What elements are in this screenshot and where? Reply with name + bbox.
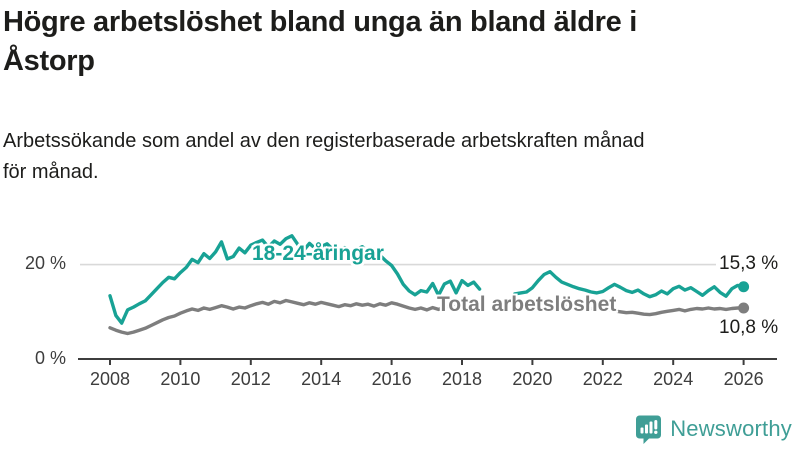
y-axis-tick-label-0: 0 % <box>34 348 66 368</box>
x-axis-tick-label-2016: 2016 <box>371 369 412 389</box>
page-title: Högre arbetslöshet bland unga än bland ä… <box>3 3 797 81</box>
end-value-label-total: 10,8 % <box>716 317 782 339</box>
x-axis-tick-label-2020: 2020 <box>512 369 553 389</box>
x-axis-tick-label-2012: 2012 <box>230 369 271 389</box>
y-axis-tick-label-20: 20 % <box>24 253 66 273</box>
chart-subtitle: Arbetssökande som andel av den registerb… <box>3 126 797 188</box>
x-axis-tick-label-2014: 2014 <box>301 369 342 389</box>
series-line-0 <box>108 234 746 325</box>
chart-subtitle-line-1: Arbetssökande som andel av den registerb… <box>3 130 645 152</box>
series-label-youth: 18-24-åringar <box>252 242 384 265</box>
x-axis-tick-label-2024: 2024 <box>653 369 694 389</box>
newsworthy-bubble-chart-icon <box>636 415 662 444</box>
series-end-dot-1 <box>738 302 750 314</box>
x-axis-tick-label-2022: 2022 <box>582 369 623 389</box>
newsworthy-wordmark: Newsworthy <box>670 416 792 441</box>
end-value-label-youth: 15,3 % <box>716 253 782 275</box>
x-axis-tick-label-2008: 2008 <box>89 369 131 389</box>
x-axis-tick-label-2026: 2026 <box>723 369 764 389</box>
series-line-1 <box>108 298 746 336</box>
series-end-dot-0 <box>738 281 750 293</box>
newsworthy-logo: Newsworthy <box>635 413 792 445</box>
series-label-total: Total arbetslöshet <box>437 293 617 316</box>
page-title-line-1: Högre arbetslöshet bland unga än bland ä… <box>3 6 637 38</box>
x-axis-tick-label-2010: 2010 <box>160 369 201 389</box>
chart-subtitle-line-2: för månad. <box>3 161 99 183</box>
x-axis-tick-label-2018: 2018 <box>441 369 483 389</box>
page-title-line-2: Åstorp <box>3 45 95 77</box>
